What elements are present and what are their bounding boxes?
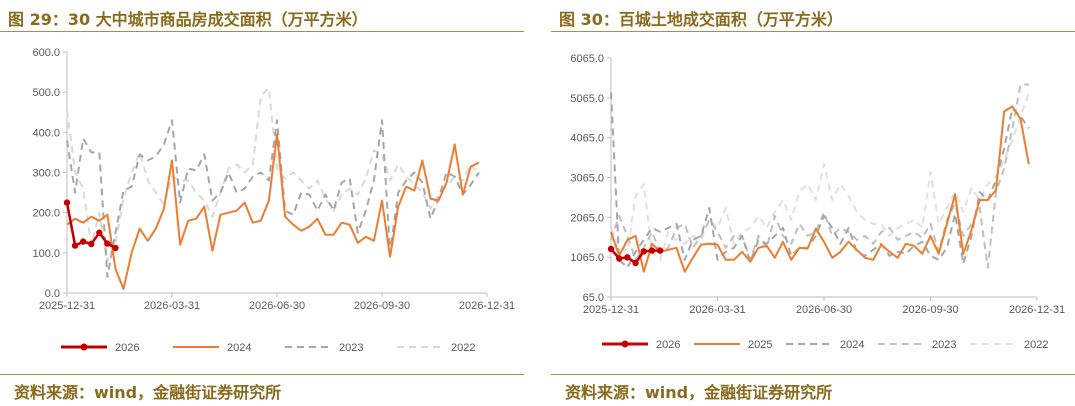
x-tick-label: 2026-09-30 xyxy=(354,300,410,312)
series-line-2022 xyxy=(610,92,1030,261)
x-tick-label: 2026-06-30 xyxy=(796,304,852,316)
series-line-2024 xyxy=(610,92,1030,269)
x-tick-label: 2026-12-31 xyxy=(459,300,515,312)
legend-label-2023: 2023 xyxy=(339,342,363,354)
data-point-2026 xyxy=(632,259,639,267)
series-line-2024 xyxy=(66,133,480,290)
series-line-2023 xyxy=(610,83,1029,269)
chart-right-svg: 65.0 1065.0 2065.0 3065.0 4065.0 5065.0 6065.0… xyxy=(570,53,1065,351)
series-line-2025 xyxy=(610,105,1030,273)
chart-panel-right: 图 30：百城土地成交面积（万平方米） 65.0 1065.0 2065.0 3065… xyxy=(551,0,1075,406)
legend-label-2024: 2024 xyxy=(227,342,251,354)
legend-label-2025: 2025 xyxy=(748,339,772,351)
legend-label-2024: 2024 xyxy=(840,339,864,351)
data-point-2026 xyxy=(640,248,647,255)
x-tick-label: 2026-03-31 xyxy=(689,304,745,316)
series-line-2022 xyxy=(66,87,480,262)
x-tick-label: 2025-12-31 xyxy=(39,300,95,312)
chart-source: 资料来源：wind，金融街证券研究所 xyxy=(14,383,282,402)
data-point-2026 xyxy=(607,245,615,253)
data-point-2026 xyxy=(96,229,103,236)
chart-title: 图 29：30 大中城市商品房成交面积（万平方米） xyxy=(8,10,368,29)
data-point-2026 xyxy=(615,255,623,262)
x-tick-label: 2026-12-31 xyxy=(1009,304,1065,316)
data-point-2026 xyxy=(104,240,111,247)
legend-label-2023: 2023 xyxy=(932,339,956,351)
y-tick-label: 4065.0 xyxy=(570,133,604,145)
legend-marker-2026 xyxy=(80,343,88,351)
source-divider xyxy=(551,374,1075,375)
title-divider xyxy=(551,31,1075,32)
chart-title: 图 30：百城土地成交面积（万平方米） xyxy=(559,10,843,29)
y-tick-label: 3065.0 xyxy=(570,173,604,185)
x-tick-label: 2025-12-31 xyxy=(583,304,639,316)
y-tick-label: 5065.0 xyxy=(570,93,604,105)
data-point-2026 xyxy=(63,199,71,206)
y-tick-label: 65.0 xyxy=(583,292,604,304)
y-tick-label: 600.0 xyxy=(32,47,60,59)
x-tick-label: 2026-03-31 xyxy=(144,300,200,312)
y-tick-label: 1065.0 xyxy=(570,252,604,264)
x-tick-label: 2026-09-30 xyxy=(902,304,958,316)
data-point-2026 xyxy=(88,240,95,248)
y-tick-label: 300.0 xyxy=(32,168,60,180)
legend-label-2022: 2022 xyxy=(1024,339,1048,351)
y-tick-label: 400.0 xyxy=(32,127,60,139)
legend-label-2026: 2026 xyxy=(656,339,680,351)
data-point-2026 xyxy=(624,254,631,261)
data-point-2026 xyxy=(71,242,79,249)
y-tick-label: 500.0 xyxy=(32,87,60,99)
data-point-2026 xyxy=(79,238,87,245)
data-point-2026 xyxy=(112,244,119,252)
y-tick-label: 6065.0 xyxy=(570,53,604,65)
y-tick-label: 0.0 xyxy=(45,288,60,300)
legend-label-2022: 2022 xyxy=(451,342,475,354)
chart-left-svg: 0.0 100.0 200.0 300.0 400.0 500.0 600.0 2025-12… xyxy=(32,47,515,354)
x-tick-label: 2026-06-30 xyxy=(249,300,305,312)
chart-source: 资料来源：wind，金融街证券研究所 xyxy=(565,383,833,402)
title-divider xyxy=(0,31,524,32)
y-tick-label: 200.0 xyxy=(32,208,60,220)
data-point-2026 xyxy=(656,247,664,254)
y-tick-label: 100.0 xyxy=(32,248,60,260)
legend-marker-2026 xyxy=(621,340,629,348)
data-point-2026 xyxy=(648,247,656,254)
legend-label-2026: 2026 xyxy=(115,342,139,354)
chart-panel-left: 图 29：30 大中城市商品房成交面积（万平方米） 0.0 100.0 200.0 3… xyxy=(0,0,524,406)
series-line-2023 xyxy=(66,119,480,278)
source-divider xyxy=(0,374,524,375)
y-tick-label: 2065.0 xyxy=(570,212,604,224)
